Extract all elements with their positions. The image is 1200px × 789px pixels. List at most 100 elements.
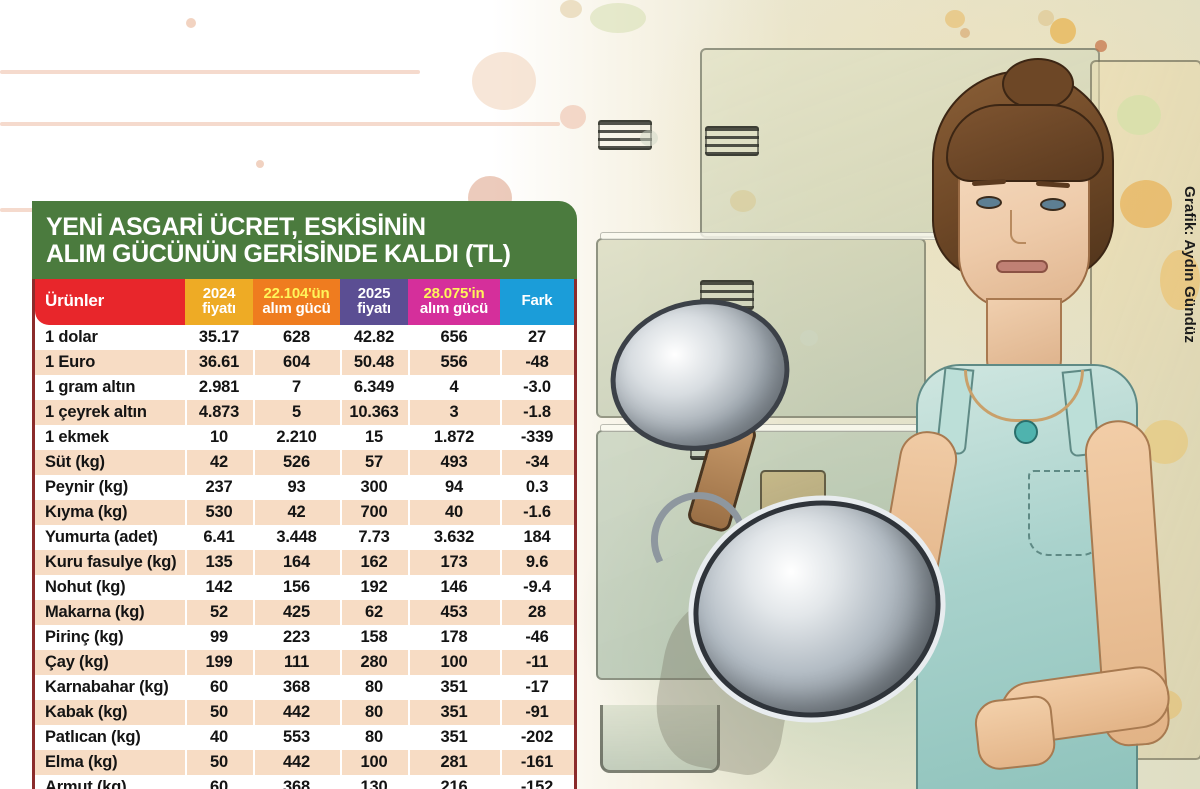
cell-price2024: 237: [185, 474, 253, 500]
cell-product: 1 ekmek: [35, 424, 185, 450]
hair-fringe: [946, 104, 1104, 182]
cell-power2024: 425: [253, 599, 340, 625]
cell-diff: -202: [500, 724, 574, 750]
necklace-pendant: [1014, 420, 1038, 444]
column-header-power-2025: 28.075'in alım gücü: [408, 278, 500, 325]
cell-price2025: 300: [340, 474, 408, 500]
empty-bowl: [600, 705, 720, 773]
table-row: Kuru fasulye (kg) 135 164 162 173 9.6: [35, 549, 574, 575]
table-row: 1 çeyrek altın 4.873 5 10.363 3 -1.8: [35, 399, 574, 425]
cell-product: 1 dolar: [35, 324, 185, 350]
cell-price2024: 60: [185, 774, 253, 789]
table-row: Süt (kg) 42 526 57 493 -34: [35, 449, 574, 475]
cell-price2025: 80: [340, 674, 408, 700]
cell-price2025: 80: [340, 699, 408, 725]
cell-power2025: 100: [408, 649, 500, 675]
cell-product: 1 çeyrek altın: [35, 399, 185, 425]
paint-splatter: [960, 28, 970, 38]
cell-product: 1 Euro: [35, 349, 185, 375]
column-header-products: Ürünler: [35, 278, 185, 325]
table-row: Patlıcan (kg) 40 553 80 351 -202: [35, 724, 574, 750]
cell-product: Makarna (kg): [35, 599, 185, 625]
cell-power2024: 628: [253, 324, 340, 350]
cell-power2025: 656: [408, 324, 500, 350]
table-row: Nohut (kg) 142 156 192 146 -9.4: [35, 574, 574, 600]
cell-product: Kabak (kg): [35, 699, 185, 725]
cell-price2025: 42.82: [340, 324, 408, 350]
cell-price2025: 15: [340, 424, 408, 450]
table-row: Kabak (kg) 50 442 80 351 -91: [35, 699, 574, 725]
cell-product: Kuru fasulye (kg): [35, 549, 185, 575]
cell-price2024: 35.17: [185, 324, 253, 350]
table-header-row: Ürünler 2024 fiyatı 22.104'ün alım gücü …: [35, 278, 574, 325]
paint-splatter: [1120, 180, 1172, 228]
cell-product: Elma (kg): [35, 749, 185, 775]
cell-power2025: 173: [408, 549, 500, 575]
hand-right: [972, 694, 1058, 772]
paint-streak: [0, 122, 560, 126]
table-row: Kıyma (kg) 530 42 700 40 -1.6: [35, 499, 574, 525]
cell-power2024: 223: [253, 624, 340, 650]
table-row: Çay (kg) 199 111 280 100 -11: [35, 649, 574, 675]
cell-power2024: 164: [253, 549, 340, 575]
column-header-power-2024-amount: 22.104'ün: [263, 284, 330, 302]
paint-splatter: [1050, 18, 1076, 44]
paint-splatter: [560, 0, 582, 18]
table-row: Makarna (kg) 52 425 62 453 28: [35, 599, 574, 625]
column-header-price-2024-line1: 2024: [202, 284, 236, 302]
cell-price2024: 10: [185, 424, 253, 450]
paint-splatter: [590, 3, 646, 33]
cell-product: Patlıcan (kg): [35, 724, 185, 750]
cell-price2025: 50.48: [340, 349, 408, 375]
cell-price2024: 50: [185, 749, 253, 775]
cell-diff: -91: [500, 699, 574, 725]
cell-power2024: 604: [253, 349, 340, 375]
cell-diff: -9.4: [500, 574, 574, 600]
cell-price2024: 2.981: [185, 374, 253, 400]
table-row: 1 Euro 36.61 604 50.48 556 -48: [35, 349, 574, 375]
graphic-credit: Grafik: Aydın Gündüz: [1181, 186, 1198, 344]
cell-price2025: 280: [340, 649, 408, 675]
cell-price2025: 100: [340, 749, 408, 775]
column-header-products-label: Ürünler: [45, 291, 105, 311]
cell-diff: -152: [500, 774, 574, 789]
hair-bun: [1002, 58, 1074, 110]
cell-diff: -46: [500, 624, 574, 650]
paint-splatter: [560, 105, 586, 129]
table-row: Pirinç (kg) 99 223 158 178 -46: [35, 624, 574, 650]
woman-figure: [864, 58, 1200, 789]
cell-power2025: 493: [408, 449, 500, 475]
column-header-difference: Fark: [500, 278, 574, 325]
cell-power2025: 94: [408, 474, 500, 500]
table-body: 1 dolar 35.17 628 42.82 656 27 1 Euro 36.61 604 5…: [35, 324, 574, 789]
cell-power2024: 111: [253, 649, 340, 675]
cell-power2024: 3.448: [253, 524, 340, 550]
cell-diff: -11: [500, 649, 574, 675]
cell-price2024: 40: [185, 724, 253, 750]
cell-power2025: 146: [408, 574, 500, 600]
cell-diff: -1.6: [500, 499, 574, 525]
column-header-price-2024-line2: fiyatı: [202, 300, 236, 317]
paint-splatter: [640, 130, 658, 146]
table-row: 1 gram altın 2.981 7 6.349 4 -3.0: [35, 374, 574, 400]
column-header-power-2025-amount: 28.075'in: [423, 284, 485, 302]
cell-diff: -34: [500, 449, 574, 475]
paint-splatter: [256, 160, 264, 168]
fridge-vent-icon: [598, 120, 652, 150]
cell-power2024: 42: [253, 499, 340, 525]
cell-price2025: 57: [340, 449, 408, 475]
cell-product: Çay (kg): [35, 649, 185, 675]
cell-price2024: 135: [185, 549, 253, 575]
cell-price2024: 99: [185, 624, 253, 650]
paint-splatter: [945, 10, 965, 28]
cell-product: Karnabahar (kg): [35, 674, 185, 700]
cell-price2025: 192: [340, 574, 408, 600]
table-row: Yumurta (adet) 6.41 3.448 7.73 3.632 184: [35, 524, 574, 550]
cell-price2024: 6.41: [185, 524, 253, 550]
statistics-card: YENİ ASGARİ ÜCRET, ESKİSİNİN ALIM GÜCÜNÜ…: [32, 201, 577, 789]
cell-price2025: 7.73: [340, 524, 408, 550]
cell-diff: -339: [500, 424, 574, 450]
nose: [1010, 210, 1026, 244]
cell-power2024: 442: [253, 699, 340, 725]
